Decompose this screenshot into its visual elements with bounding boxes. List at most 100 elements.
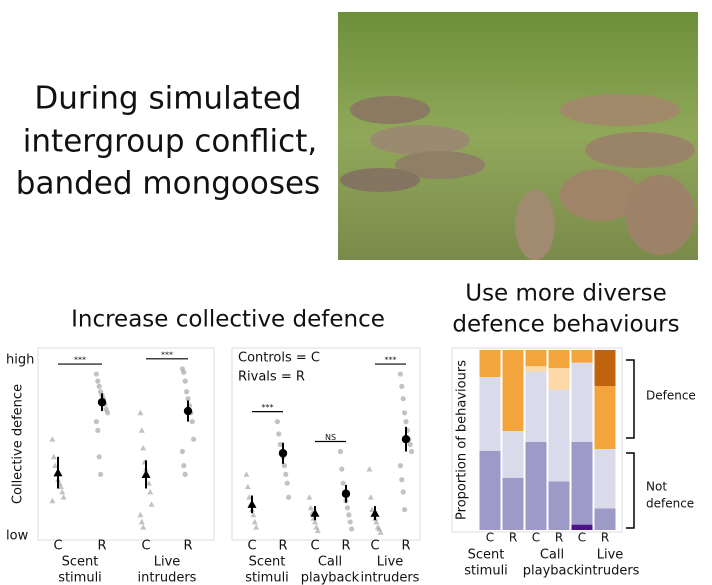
raw-point	[243, 471, 250, 477]
mean-point	[247, 499, 257, 508]
raw-point	[138, 427, 145, 433]
bar-segment	[479, 450, 501, 530]
mean-point	[278, 449, 288, 458]
group-label: Live	[154, 555, 181, 570]
significance-label: NS	[325, 433, 336, 442]
raw-point	[52, 462, 59, 468]
x-tick-label: C	[247, 539, 256, 554]
group-label: stimuli	[464, 564, 508, 579]
plot-area	[37, 347, 215, 541]
mean-point	[141, 469, 151, 478]
raw-point	[349, 526, 355, 532]
bar-segment	[502, 431, 524, 478]
bar-segment	[479, 377, 501, 451]
group-label: Call	[318, 555, 342, 570]
x-tick-label: C	[53, 539, 62, 554]
raw-point	[244, 483, 251, 490]
group-label: stimuli	[245, 571, 289, 585]
raw-point	[399, 477, 405, 483]
raw-point	[399, 383, 405, 389]
raw-point	[397, 371, 403, 377]
x-tick-label: C	[141, 539, 150, 554]
raw-point	[246, 494, 253, 500]
bar-segment	[594, 350, 616, 386]
raw-point	[286, 494, 292, 500]
x-tick-label: R	[509, 531, 517, 545]
raw-point	[93, 419, 99, 425]
raw-point	[140, 524, 147, 530]
group-label: Call	[540, 548, 564, 563]
mean-point	[341, 489, 351, 498]
group-label: Scent	[468, 548, 505, 563]
raw-point	[182, 471, 188, 477]
bracket	[626, 359, 635, 439]
raw-point	[284, 480, 290, 486]
raw-point	[49, 497, 56, 504]
heading: defence behaviours	[452, 312, 679, 338]
group-label: playback	[301, 571, 360, 585]
mean-point	[310, 508, 320, 517]
raw-point	[93, 371, 99, 377]
raw-point	[182, 378, 188, 384]
raw-point	[49, 436, 56, 442]
headline: During simulated	[34, 81, 301, 117]
raw-point	[314, 527, 321, 534]
raw-point	[59, 489, 66, 495]
photo	[338, 12, 698, 260]
group-label: Scent	[62, 555, 99, 570]
raw-point	[189, 419, 195, 425]
group-label: intruders	[581, 564, 640, 579]
heading: Increase collective defence	[71, 307, 385, 333]
raw-point	[96, 454, 102, 460]
raw-point	[148, 501, 155, 507]
raw-point	[400, 489, 406, 495]
raw-point	[306, 494, 313, 500]
raw-point	[340, 480, 346, 486]
x-tick-label: R	[183, 539, 192, 554]
raw-point	[181, 369, 187, 375]
raw-point	[312, 518, 318, 525]
legend-text: Rivals = R	[238, 370, 305, 385]
group-label: Live	[597, 548, 624, 563]
raw-point	[95, 378, 101, 384]
x-tick-label: C	[578, 531, 586, 545]
y-tick-label: high	[6, 353, 34, 368]
raw-point	[147, 489, 154, 495]
group-label: stimuli	[58, 571, 102, 585]
bar-segment	[502, 477, 524, 530]
raw-point	[137, 409, 144, 416]
annotation: defence	[646, 497, 694, 511]
mean-point	[97, 398, 107, 407]
x-tick-label: R	[401, 539, 410, 554]
raw-point	[57, 483, 64, 490]
legend-text: Controls = C	[238, 351, 320, 366]
raw-point	[400, 396, 406, 402]
y-tick-label: low	[6, 529, 29, 544]
raw-point	[403, 419, 409, 425]
bar-segment	[571, 350, 593, 363]
raw-point	[277, 441, 283, 448]
heading: Use more diverse	[465, 281, 667, 307]
significance-label: ***	[262, 403, 274, 412]
x-tick-label: C	[370, 539, 379, 554]
annotation: Defence	[646, 389, 696, 403]
bar-segment	[571, 441, 593, 525]
significance-label: ***	[161, 350, 173, 359]
group-label: Live	[377, 555, 404, 570]
raw-point	[409, 448, 415, 455]
bar-segment	[594, 508, 616, 530]
x-tick-label: R	[278, 539, 287, 554]
raw-point	[50, 453, 57, 460]
raw-point	[281, 463, 287, 469]
plot-area	[231, 347, 421, 541]
x-tick-label: R	[555, 531, 563, 545]
x-tick-label: R	[341, 539, 350, 554]
raw-point	[251, 518, 258, 525]
raw-point	[184, 389, 190, 395]
raw-point	[402, 410, 408, 416]
group-label: intruders	[361, 571, 420, 585]
raw-point	[407, 441, 413, 448]
raw-point	[337, 448, 343, 455]
raw-point	[307, 504, 314, 511]
